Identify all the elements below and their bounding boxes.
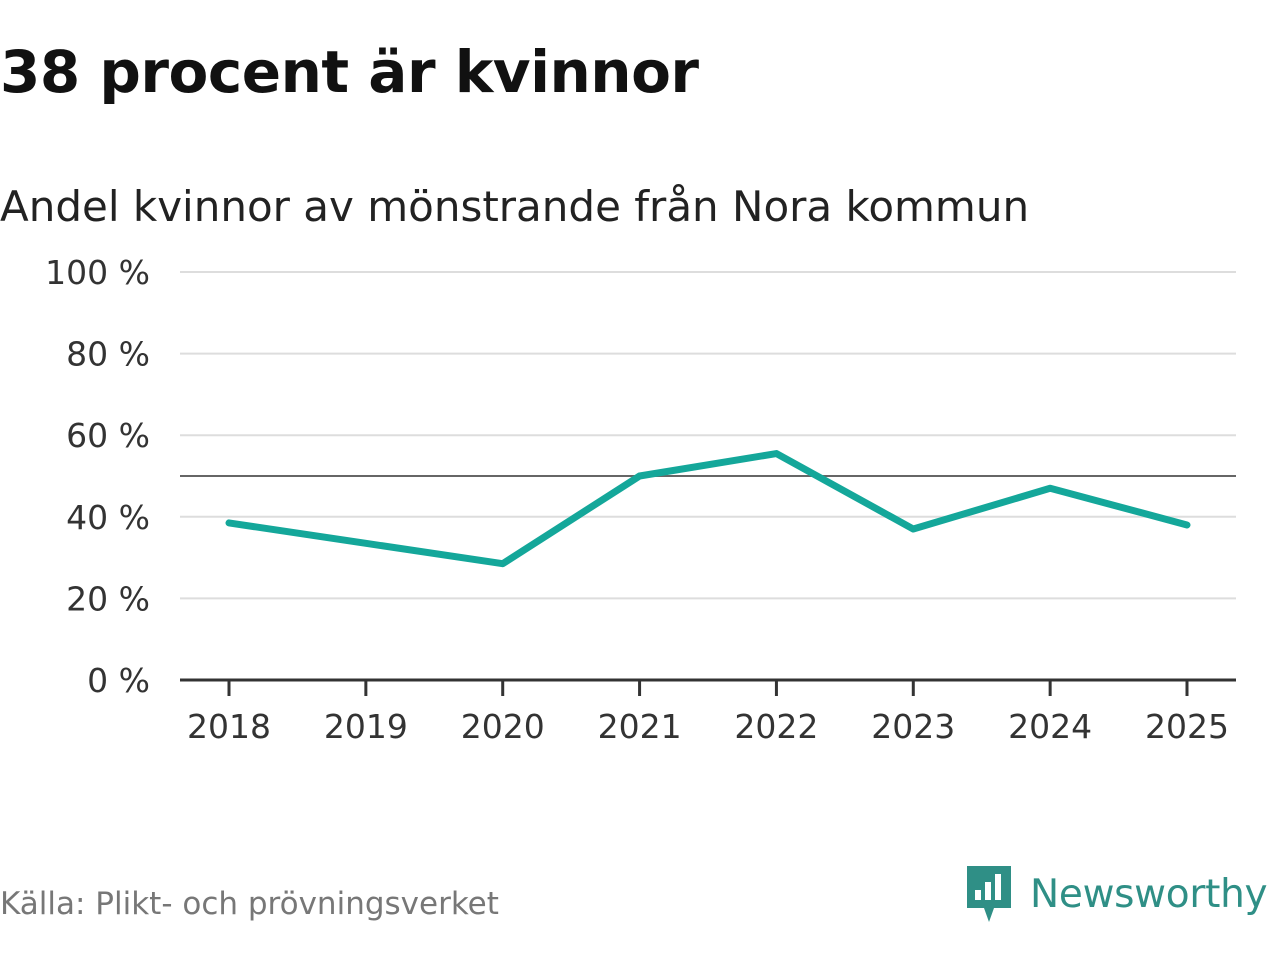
y-tick-label: 100 % xyxy=(45,253,150,292)
x-axis-labels: 2018 2019 2020 2021 2022 2023 2024 2025 xyxy=(187,707,1229,746)
source-note: Källa: Plikt- och prövningsverket xyxy=(0,886,499,922)
chart-subtitle: Andel kvinnor av mönstrande från Nora ko… xyxy=(0,182,1030,231)
y-tick-label: 60 % xyxy=(66,416,150,455)
grid-lines xyxy=(180,271,1236,600)
y-tick-label: 20 % xyxy=(66,579,150,618)
x-tick-label: 2025 xyxy=(1145,707,1229,746)
x-tick-label: 2018 xyxy=(187,707,271,746)
series-line xyxy=(225,450,1191,568)
x-tick-label: 2020 xyxy=(461,707,545,746)
y-tick-label: 0 % xyxy=(87,661,150,700)
x-tick-label: 2019 xyxy=(324,707,408,746)
y-tick-label: 40 % xyxy=(66,498,150,537)
x-tick-label: 2024 xyxy=(1008,707,1092,746)
newsworthy-logo-icon xyxy=(967,866,1011,922)
brand-logo[interactable]: Newsworthy xyxy=(964,864,1268,924)
y-axis-labels: 0 % 20 % 40 % 60 % 80 % 100 % xyxy=(45,253,150,700)
x-tick-label: 2021 xyxy=(598,707,682,746)
chart-title: 38 procent är kvinnor xyxy=(0,38,699,106)
x-tick-label: 2023 xyxy=(871,707,955,746)
line-chart: 0 % 20 % 40 % 60 % 80 % 100 % 2018 2019 2020 202… xyxy=(45,253,1236,746)
brand-name: Newsworthy xyxy=(1030,871,1268,917)
y-tick-label: 80 % xyxy=(66,335,150,374)
x-tick-label: 2022 xyxy=(734,707,818,746)
x-axis-ticks xyxy=(227,680,1189,696)
